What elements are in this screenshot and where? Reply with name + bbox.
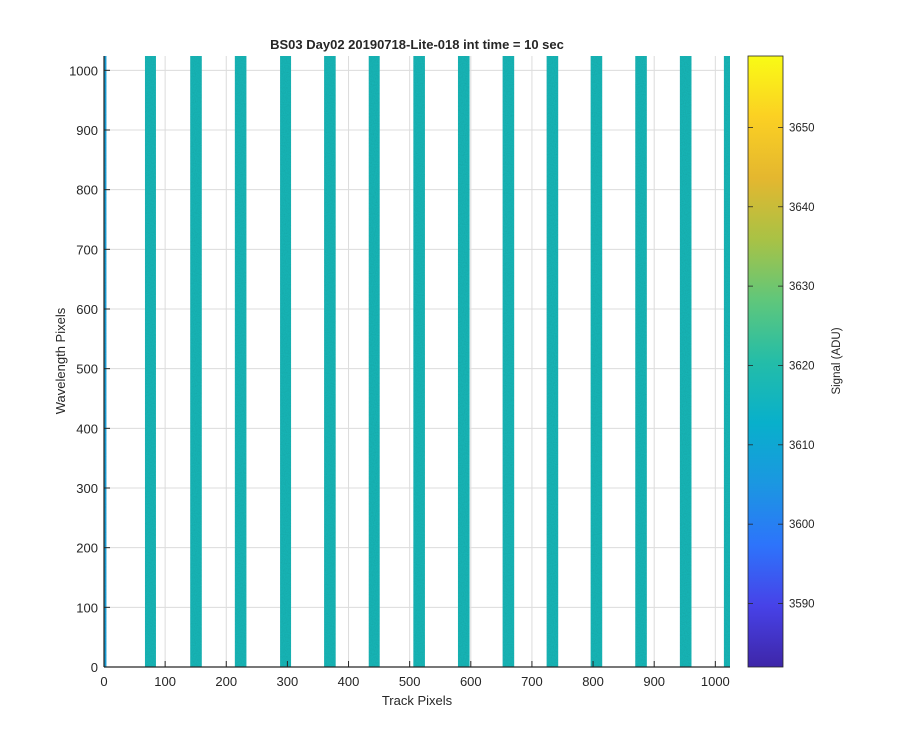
y-tick-label: 300 (76, 481, 98, 496)
colorbar-tick-label: 3640 (789, 202, 815, 214)
x-tick-label: 900 (643, 674, 665, 689)
chart-title: BS03 Day02 20190718-Lite-018 int time = … (270, 37, 564, 52)
x-tick-label: 1000 (701, 674, 730, 689)
y-axis-label: Wavelength Pixels (53, 307, 68, 414)
signal-stripe-3 (190, 56, 202, 667)
x-tick-label: 800 (582, 674, 604, 689)
y-tick-label: 700 (76, 242, 98, 257)
y-tick-label: 400 (76, 421, 98, 436)
signal-stripe-9 (457, 56, 470, 667)
x-tick-label: 600 (460, 674, 482, 689)
signal-stripe-5 (280, 56, 292, 667)
x-tick-label: 500 (399, 674, 421, 689)
x-tick-label: 400 (338, 674, 360, 689)
signal-stripe-14 (679, 56, 692, 667)
colorbar-tick-label: 3620 (789, 360, 815, 372)
signal-stripe-15 (723, 56, 730, 667)
signal-stripe-10 (502, 56, 515, 667)
y-tick-label: 600 (76, 302, 98, 317)
colorbar-tick-label: 3600 (789, 519, 815, 531)
x-axis-label: Track Pixels (382, 693, 453, 708)
signal-stripe-13 (635, 56, 647, 667)
x-tick-label: 0 (100, 674, 107, 689)
y-tick-label: 100 (76, 600, 98, 615)
signal-stripe-8 (413, 56, 425, 667)
axes (103, 56, 730, 668)
signal-stripe-4 (234, 56, 247, 667)
colorbar-tick-label: 3630 (789, 281, 815, 293)
colorbar-tick-label: 3650 (789, 122, 815, 134)
x-tick-label: 300 (277, 674, 299, 689)
signal-stripe-11 (546, 56, 559, 667)
signal-stripe-1 (104, 56, 107, 667)
colorbar (747, 55, 784, 668)
y-tick-label: 0 (91, 660, 98, 675)
colorbar-tick-label: 3610 (789, 440, 815, 452)
colorbar-ticks: 3590 3600 3610 3620 3630 3640 3650 (748, 122, 815, 611)
y-tick-label: 800 (76, 183, 98, 198)
x-tick-label: 100 (154, 674, 176, 689)
tick-labels: 0 100 200 300 400 500 600 700 800 900 1000 0 100 200 3… (69, 63, 730, 689)
y-tick-label: 1000 (69, 63, 98, 78)
y-tick-label: 900 (76, 123, 98, 138)
colorbar-label: Signal (ADU) (831, 327, 843, 394)
colorbar-tick-label: 3590 (789, 599, 815, 611)
signal-stripe-7 (368, 56, 380, 667)
signal-stripe-12 (590, 56, 603, 667)
signal-stripe-6 (324, 56, 336, 667)
y-tick-label: 500 (76, 362, 98, 377)
signal-stripe-2 (144, 56, 156, 667)
signal-stripes (104, 56, 730, 667)
y-tick-label: 200 (76, 541, 98, 556)
x-tick-label: 700 (521, 674, 543, 689)
x-tick-label: 200 (215, 674, 237, 689)
